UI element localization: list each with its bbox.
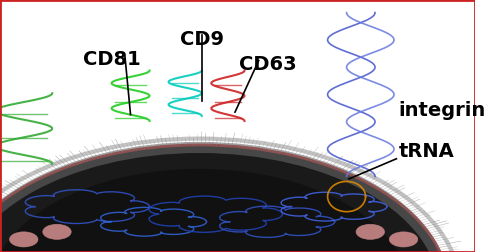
Text: tRNA: tRNA [399,142,454,161]
Circle shape [42,224,71,239]
Ellipse shape [0,145,448,252]
Text: CD63: CD63 [240,55,297,74]
Text: CD81: CD81 [82,50,140,69]
Circle shape [10,232,38,247]
Circle shape [356,224,384,239]
Ellipse shape [0,169,408,252]
Text: CD9: CD9 [180,30,224,49]
Text: integrin: integrin [399,101,486,120]
Circle shape [390,232,418,247]
